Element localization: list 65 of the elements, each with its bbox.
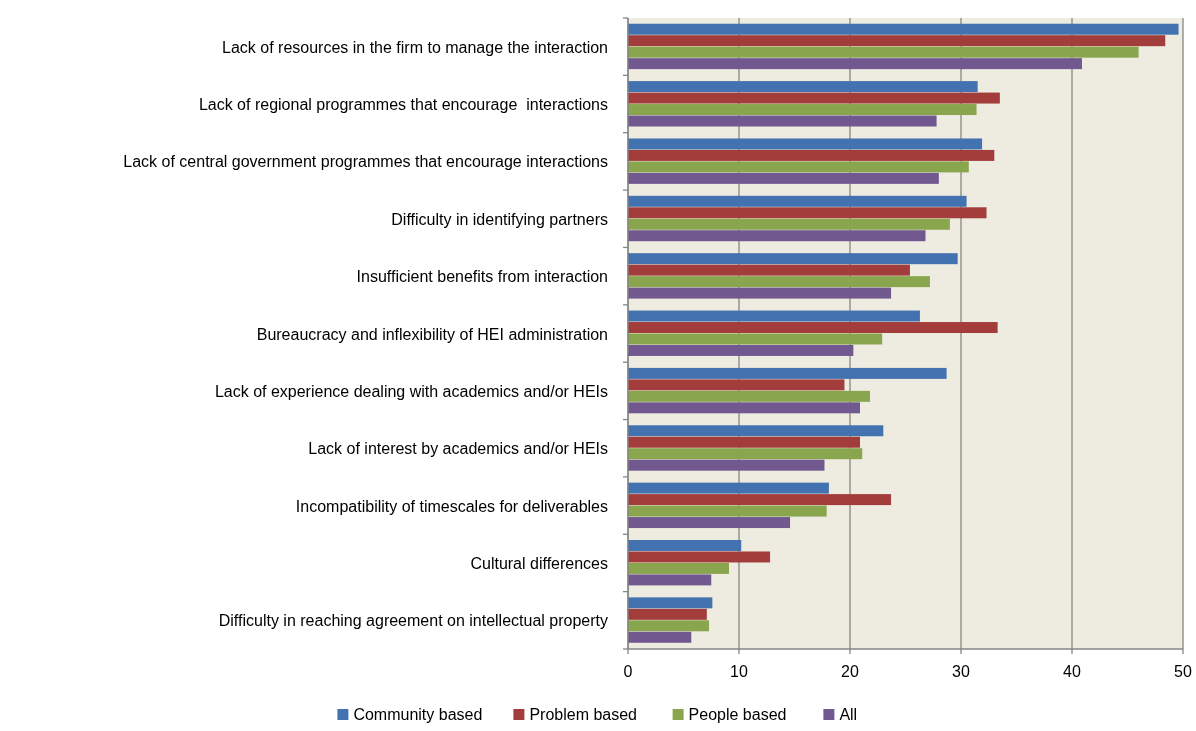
y-tick-label: Lack of central government programmes that encourage interactions	[123, 153, 608, 171]
bar	[628, 344, 854, 356]
bar	[628, 379, 845, 391]
bar	[628, 310, 920, 322]
y-tick-label: Lack of resources in the firm to manage the interaction	[222, 38, 608, 56]
y-tick-label: Difficulty in reaching agreement on intellectual property	[218, 612, 608, 630]
bar	[628, 448, 863, 460]
bar	[628, 264, 910, 276]
bar	[628, 436, 860, 448]
x-tick-label: 40	[1063, 663, 1081, 680]
bar	[628, 482, 829, 494]
y-tick-label: Insufficient benefits from interaction	[356, 268, 608, 286]
y-tick-label: Lack of interest by academics and/or HEIs	[308, 440, 608, 458]
bar	[628, 218, 950, 230]
bar	[628, 574, 712, 586]
bar	[628, 631, 692, 643]
bar	[628, 58, 1082, 70]
bar	[628, 161, 969, 173]
bar	[628, 322, 998, 333]
bar	[628, 23, 1179, 35]
legend-label: Community based	[353, 706, 483, 723]
bar	[628, 551, 771, 563]
legend-label: Problem based	[529, 706, 638, 723]
bar	[628, 459, 825, 471]
bar	[628, 287, 892, 299]
bar	[628, 517, 791, 529]
bar	[628, 390, 870, 402]
bar	[628, 425, 884, 437]
bar	[628, 540, 742, 551]
bar	[628, 562, 730, 574]
x-tick-label: 0	[623, 663, 633, 680]
bar	[628, 597, 713, 609]
y-tick-label: Incompatibility of timescales for deliverables	[295, 497, 608, 515]
bar	[628, 402, 860, 414]
bar	[628, 494, 892, 506]
bar	[628, 230, 926, 242]
bar	[628, 333, 883, 345]
bar	[628, 92, 1000, 104]
bar	[628, 81, 978, 93]
bar	[628, 367, 947, 379]
x-tick-label: 10	[730, 663, 748, 680]
x-tick-label: 20	[841, 663, 859, 680]
bar	[628, 608, 707, 620]
bar	[628, 46, 1139, 58]
bar	[628, 276, 930, 288]
bar	[628, 149, 995, 161]
legend-label: All	[839, 706, 858, 723]
bar	[628, 104, 977, 116]
bar	[628, 35, 1166, 47]
legend-label: People based	[688, 706, 787, 723]
x-tick-label: 30	[952, 663, 970, 680]
bar	[628, 505, 827, 517]
bar	[628, 620, 710, 632]
bar	[628, 138, 983, 150]
bar	[628, 172, 939, 184]
x-tick-label: 50	[1174, 663, 1192, 680]
y-tick-label: Cultural differences	[470, 554, 608, 572]
y-tick-label: Lack of regional programmes that encourage interactions	[198, 96, 608, 114]
bar	[628, 115, 937, 127]
y-tick-label: Difficulty in identifying partners	[391, 210, 608, 228]
y-tick-label: Lack of experience dealing with academics and/or HEIs	[214, 382, 608, 400]
bar	[628, 207, 987, 219]
bar	[628, 195, 967, 207]
bar	[628, 253, 958, 265]
y-tick-label: Bureaucracy and inflexibility of HEI administration	[256, 325, 608, 343]
